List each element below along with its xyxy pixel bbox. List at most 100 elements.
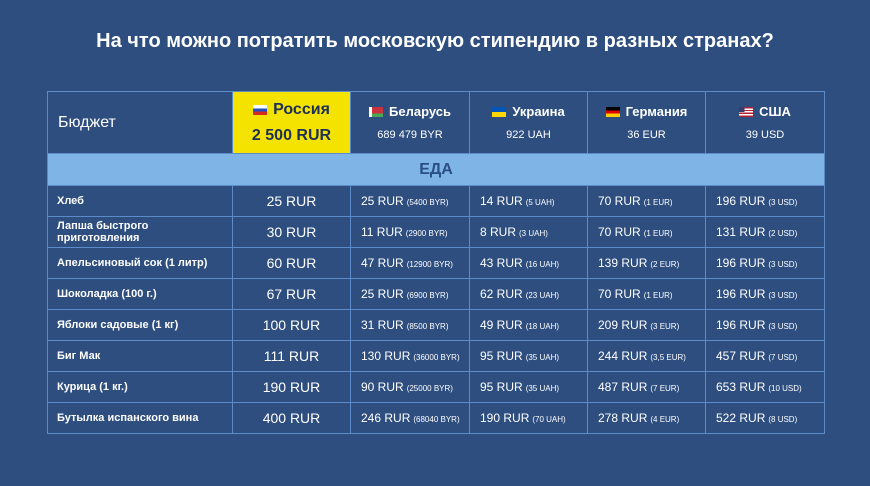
price: 14 RUR: [480, 194, 523, 208]
section-title: ЕДА: [47, 153, 825, 186]
item-row: Хлеб 25 RUR 25 RUR (5400 BYR) 14 RUR (5 UAH) 7…: [47, 185, 825, 217]
price-cell: 522 RUR (8 USD): [705, 402, 825, 434]
price-note: (3 USD): [768, 198, 798, 207]
flag: [492, 106, 507, 117]
price-cell: 25 RUR: [232, 185, 351, 217]
price-note: (70 UAH): [532, 415, 566, 424]
item-row: Яблоки садовые (1 кг) 100 RUR 31 RUR (8500 …: [47, 309, 825, 341]
price: 139 RUR: [598, 256, 648, 270]
price: 90 RUR: [361, 380, 404, 394]
price-note: (1 EUR): [643, 291, 673, 300]
price-cell: 196 RUR (3 USD): [705, 185, 825, 217]
flag: [605, 106, 620, 117]
table-body: Бюджет Россия 2 500 RUR Беларусь 689 479 BYR…: [47, 91, 825, 434]
country-budget: 689 479 BYR: [377, 129, 443, 141]
country-budget: 2 500 RUR: [251, 126, 332, 144]
price-note: (10 USD): [768, 384, 802, 393]
price-cell: 8 RUR (3 UAH): [469, 216, 588, 248]
price: 131 RUR: [716, 225, 766, 239]
price-cell: 47 RUR (12900 BYR): [350, 247, 470, 279]
price-cell: 457 RUR (7 USD): [705, 340, 825, 372]
price: 25 RUR: [361, 287, 404, 301]
price: 196 RUR: [716, 287, 766, 301]
price-cell: 30 RUR: [232, 216, 351, 248]
price-note: (1 EUR): [643, 229, 673, 238]
country-budget: 36 EUR: [627, 129, 666, 141]
price: 487 RUR: [598, 380, 648, 394]
price: 31 RUR: [361, 318, 404, 332]
price-note: (68040 BYR): [413, 415, 460, 424]
section-row: ЕДА: [47, 153, 825, 186]
price: 653 RUR: [716, 380, 766, 394]
price-note: (8 USD): [768, 415, 798, 424]
country-name-line: Россия: [233, 101, 350, 119]
country-name: Россия: [273, 100, 330, 118]
price-cell: 11 RUR (2900 BYR): [350, 216, 470, 248]
price-note: (2900 BYR): [405, 229, 448, 238]
price: 196 RUR: [716, 194, 766, 208]
item-row: Лапша быстрого приготовления 30 RUR 11 RUR…: [47, 216, 825, 248]
price-cell: 100 RUR: [232, 309, 351, 341]
price-cell: 190 RUR: [232, 371, 351, 403]
price: 130 RUR: [361, 349, 411, 363]
item-label: Биг Мак: [47, 340, 233, 372]
price-cell: 95 RUR (35 UAH): [469, 371, 588, 403]
item-label: Хлеб: [47, 185, 233, 217]
price: 47 RUR: [361, 256, 404, 270]
price: 190 RUR: [262, 379, 321, 395]
price-note: (3 USD): [768, 260, 798, 269]
price-note: (35 UAH): [525, 384, 560, 393]
price: 70 RUR: [598, 287, 641, 301]
price: 8 RUR: [480, 225, 517, 239]
price: 70 RUR: [598, 225, 641, 239]
price-cell: 49 RUR (18 UAH): [469, 309, 588, 341]
price: 25 RUR: [266, 193, 317, 209]
price-note: (7 USD): [768, 353, 798, 362]
price-note: (7 EUR): [650, 384, 680, 393]
country-name: Украина: [512, 104, 565, 119]
country-budget: 39 USD: [745, 129, 785, 141]
price-cell: 31 RUR (8500 BYR): [350, 309, 470, 341]
price-note: (2 USD): [768, 229, 798, 238]
price: 196 RUR: [716, 256, 766, 270]
country-name: Германия: [625, 104, 688, 119]
header-row: Бюджет Россия 2 500 RUR Беларусь 689 479 BYR…: [47, 91, 825, 154]
price-cell: 196 RUR (3 USD): [705, 247, 825, 279]
price: 244 RUR: [598, 349, 648, 363]
price-note: (8500 BYR): [406, 322, 449, 331]
price: 60 RUR: [266, 255, 317, 271]
price-cell: 196 RUR (3 USD): [705, 309, 825, 341]
price: 457 RUR: [716, 349, 766, 363]
country-name-line: Германия: [588, 104, 705, 119]
item-label: Яблоки садовые (1 кг): [47, 309, 233, 341]
item-label: Курица (1 кг.): [47, 371, 233, 403]
price-note: (3 EUR): [650, 322, 680, 331]
country-name-line: США: [706, 104, 824, 119]
item-row: Курица (1 кг.) 190 RUR 90 RUR (25000 BYR) 95…: [47, 371, 825, 403]
country-header: Германия 36 EUR: [587, 91, 706, 154]
price-cell: 139 RUR (2 EUR): [587, 247, 706, 279]
price: 62 RUR: [480, 287, 523, 301]
price-cell: 67 RUR: [232, 278, 351, 310]
budget-label: Бюджет: [47, 91, 233, 154]
item-row: Биг Мак 111 RUR 130 RUR (36000 BYR) 95 RUR (3…: [47, 340, 825, 372]
price-note: (25000 BYR): [406, 384, 453, 393]
country-header: Украина 922 UAH: [469, 91, 588, 154]
item-label: Бутылка испанского вина: [47, 402, 233, 434]
price-cell: 43 RUR (16 UAH): [469, 247, 588, 279]
table: Бюджет Россия 2 500 RUR Беларусь 689 479 BYR…: [47, 91, 825, 434]
price-cell: 25 RUR (6900 BYR): [350, 278, 470, 310]
country-header: Россия 2 500 RUR: [232, 91, 351, 154]
price: 25 RUR: [361, 194, 404, 208]
price-cell: 70 RUR (1 EUR): [587, 216, 706, 248]
price: 111 RUR: [263, 348, 320, 364]
price-cell: 244 RUR (3,5 EUR): [587, 340, 706, 372]
price-cell: 278 RUR (4 EUR): [587, 402, 706, 434]
item-row: Бутылка испанского вина 400 RUR 246 RUR (68…: [47, 402, 825, 434]
price: 196 RUR: [716, 318, 766, 332]
price-note: (3 USD): [768, 322, 798, 331]
item-row: Апельсиновый сок (1 литр) 60 RUR 47 RUR (12…: [47, 247, 825, 279]
item-label: Апельсиновый сок (1 литр): [47, 247, 233, 279]
price-note: (12900 BYR): [406, 260, 453, 269]
